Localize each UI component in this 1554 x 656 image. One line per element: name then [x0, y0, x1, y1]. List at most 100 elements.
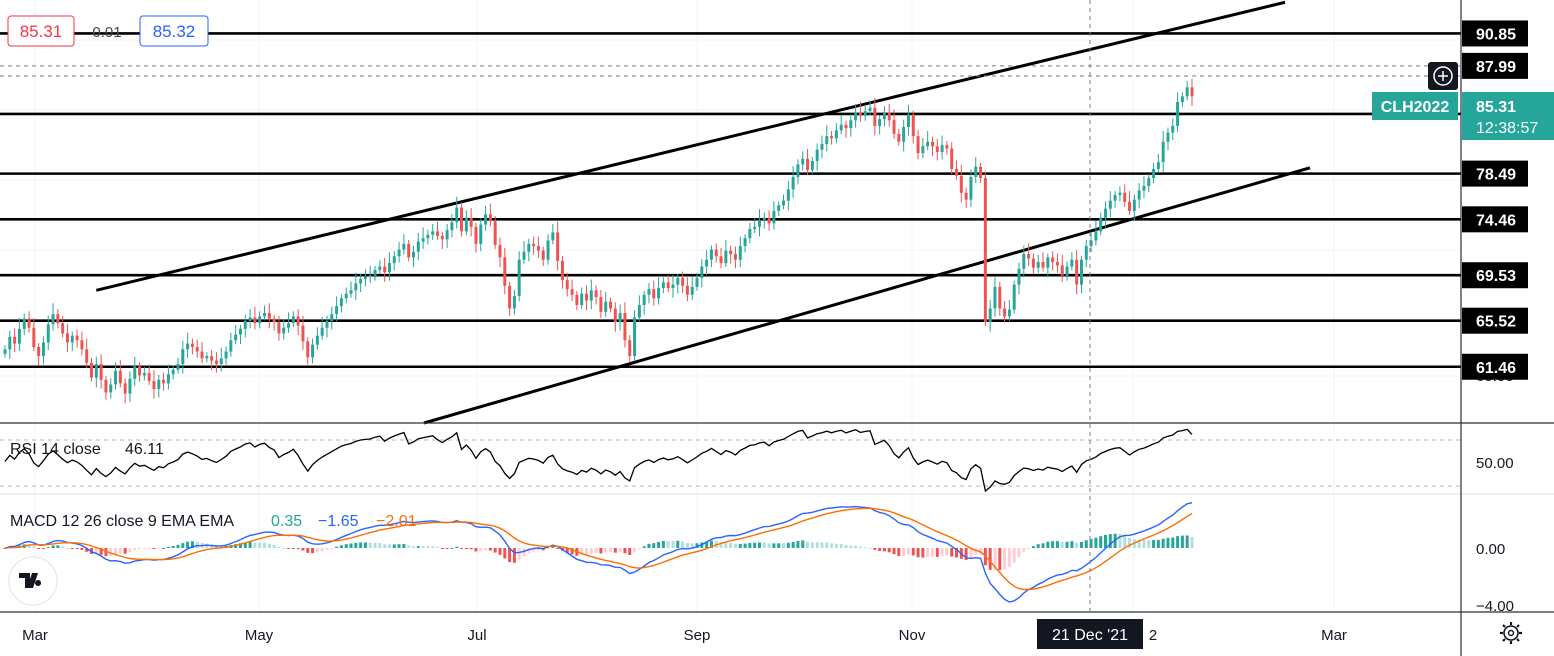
candle	[190, 338, 194, 355]
candle-body	[560, 260, 564, 281]
candle-body	[46, 324, 50, 343]
candle-body	[964, 192, 968, 200]
macd-histogram-bar	[854, 545, 858, 548]
macd-histogram-bar	[267, 543, 271, 548]
macd-histogram-bar	[282, 547, 286, 549]
candle	[359, 273, 363, 293]
candle	[32, 318, 36, 351]
candle	[181, 340, 185, 374]
macd-histogram-bar	[661, 540, 665, 548]
macd-histogram-bar	[1123, 535, 1127, 548]
plus-circle-icon[interactable]	[1428, 62, 1458, 90]
candle	[527, 238, 531, 262]
macd-histogram-bar	[411, 546, 415, 548]
candle-body	[282, 327, 286, 334]
time-axis[interactable]: Mar May Jul Sep Nov 2 Mar 21 Dec '21	[22, 619, 1347, 649]
candle-body	[604, 301, 608, 312]
candle	[642, 290, 646, 315]
macd-histogram-bar	[493, 548, 497, 553]
quote-box[interactable]: 85.31 0.01 85.32	[7, 15, 209, 47]
candle-body	[786, 189, 790, 201]
macd-histogram-bar	[1070, 541, 1074, 548]
macd-histogram-bar	[90, 548, 93, 554]
candle	[123, 378, 127, 404]
level-label-74.46: 74.46	[1476, 212, 1516, 229]
candle-body	[41, 342, 45, 357]
candle-body	[1137, 190, 1141, 200]
candle-body	[133, 366, 137, 379]
candle	[546, 234, 550, 265]
candle-body	[921, 146, 925, 154]
candle	[210, 349, 214, 371]
candle	[133, 356, 137, 387]
candle	[311, 338, 315, 364]
symbol-badge[interactable]: CLH2022 85.31 12:38:57	[1372, 92, 1554, 140]
macd-histogram-bar	[142, 548, 146, 549]
macd-histogram-bar	[906, 548, 910, 555]
candle	[450, 213, 454, 238]
candle-body	[628, 340, 632, 357]
candle	[633, 310, 637, 362]
time-label-2022: 2	[1149, 627, 1157, 644]
macd-legend[interactable]: MACD 12 26 close 9 EMA EMA 0.35 −1.65 −2…	[10, 513, 417, 530]
candle	[541, 246, 545, 266]
candle-body	[503, 257, 507, 286]
candle-body	[743, 238, 747, 247]
macd-histogram-bar	[921, 548, 925, 558]
macd-histogram-bar	[926, 548, 930, 558]
level-label-bg-78.49	[1462, 160, 1528, 187]
candle-body	[402, 243, 406, 250]
macd-histogram-bar	[402, 544, 406, 548]
macd-histogram-bar	[219, 546, 223, 548]
macd-histogram-bar	[421, 546, 425, 548]
level-label-bg-90.85	[1462, 20, 1528, 47]
macd-histogram-bar	[882, 548, 886, 552]
macd-histogram-bar	[1031, 546, 1035, 548]
macd-histogram-bar	[392, 544, 396, 548]
candle	[565, 272, 569, 297]
candle	[114, 362, 118, 390]
gear-icon[interactable]	[1500, 622, 1522, 644]
macd-histogram-bar	[128, 548, 132, 553]
macd-histogram-bar	[296, 548, 300, 549]
candle	[1051, 251, 1055, 271]
macd-histogram-bar	[863, 547, 867, 549]
candle-body	[955, 168, 959, 176]
candle-body	[1027, 254, 1031, 259]
macd-histogram-bar	[825, 542, 829, 548]
candle-body	[844, 124, 848, 129]
candle-body	[714, 249, 718, 257]
candle-body	[676, 277, 680, 285]
candle-body	[339, 298, 343, 307]
candle-body	[75, 335, 79, 341]
macd-histogram-bar	[1089, 539, 1093, 548]
candle	[594, 285, 598, 305]
candle-body	[344, 293, 348, 299]
macd-histogram-bar	[80, 548, 84, 551]
macd-histogram-bar	[157, 548, 161, 549]
macd-histogram-bar	[214, 545, 218, 548]
candle	[532, 236, 536, 255]
macd-histogram-bar	[738, 543, 742, 548]
macd-histogram-bar	[1180, 535, 1184, 548]
tradingview-logo-icon[interactable]	[8, 556, 58, 606]
macd-histogram-bar	[580, 548, 584, 556]
macd-histogram-bar	[378, 543, 382, 548]
macd-histogram-bar	[1055, 541, 1059, 548]
candle-body	[109, 384, 113, 393]
macd-histogram-bar	[1166, 537, 1170, 548]
candle	[344, 287, 348, 304]
price-axis[interactable]: 60.00 50.00 0.00 −4.00	[1476, 368, 1514, 615]
candle-body	[354, 283, 358, 291]
macd-histogram-bar	[171, 545, 175, 548]
rsi-legend[interactable]: RSI 14 close 46.11	[10, 441, 164, 458]
macd-histogram-bar	[724, 542, 728, 548]
candle-body	[1142, 185, 1146, 191]
candle	[1094, 220, 1098, 246]
macd-histogram-bar	[690, 543, 694, 548]
macd-histogram-bar	[599, 548, 603, 554]
candle-body	[868, 107, 872, 112]
candle-body	[32, 327, 36, 348]
